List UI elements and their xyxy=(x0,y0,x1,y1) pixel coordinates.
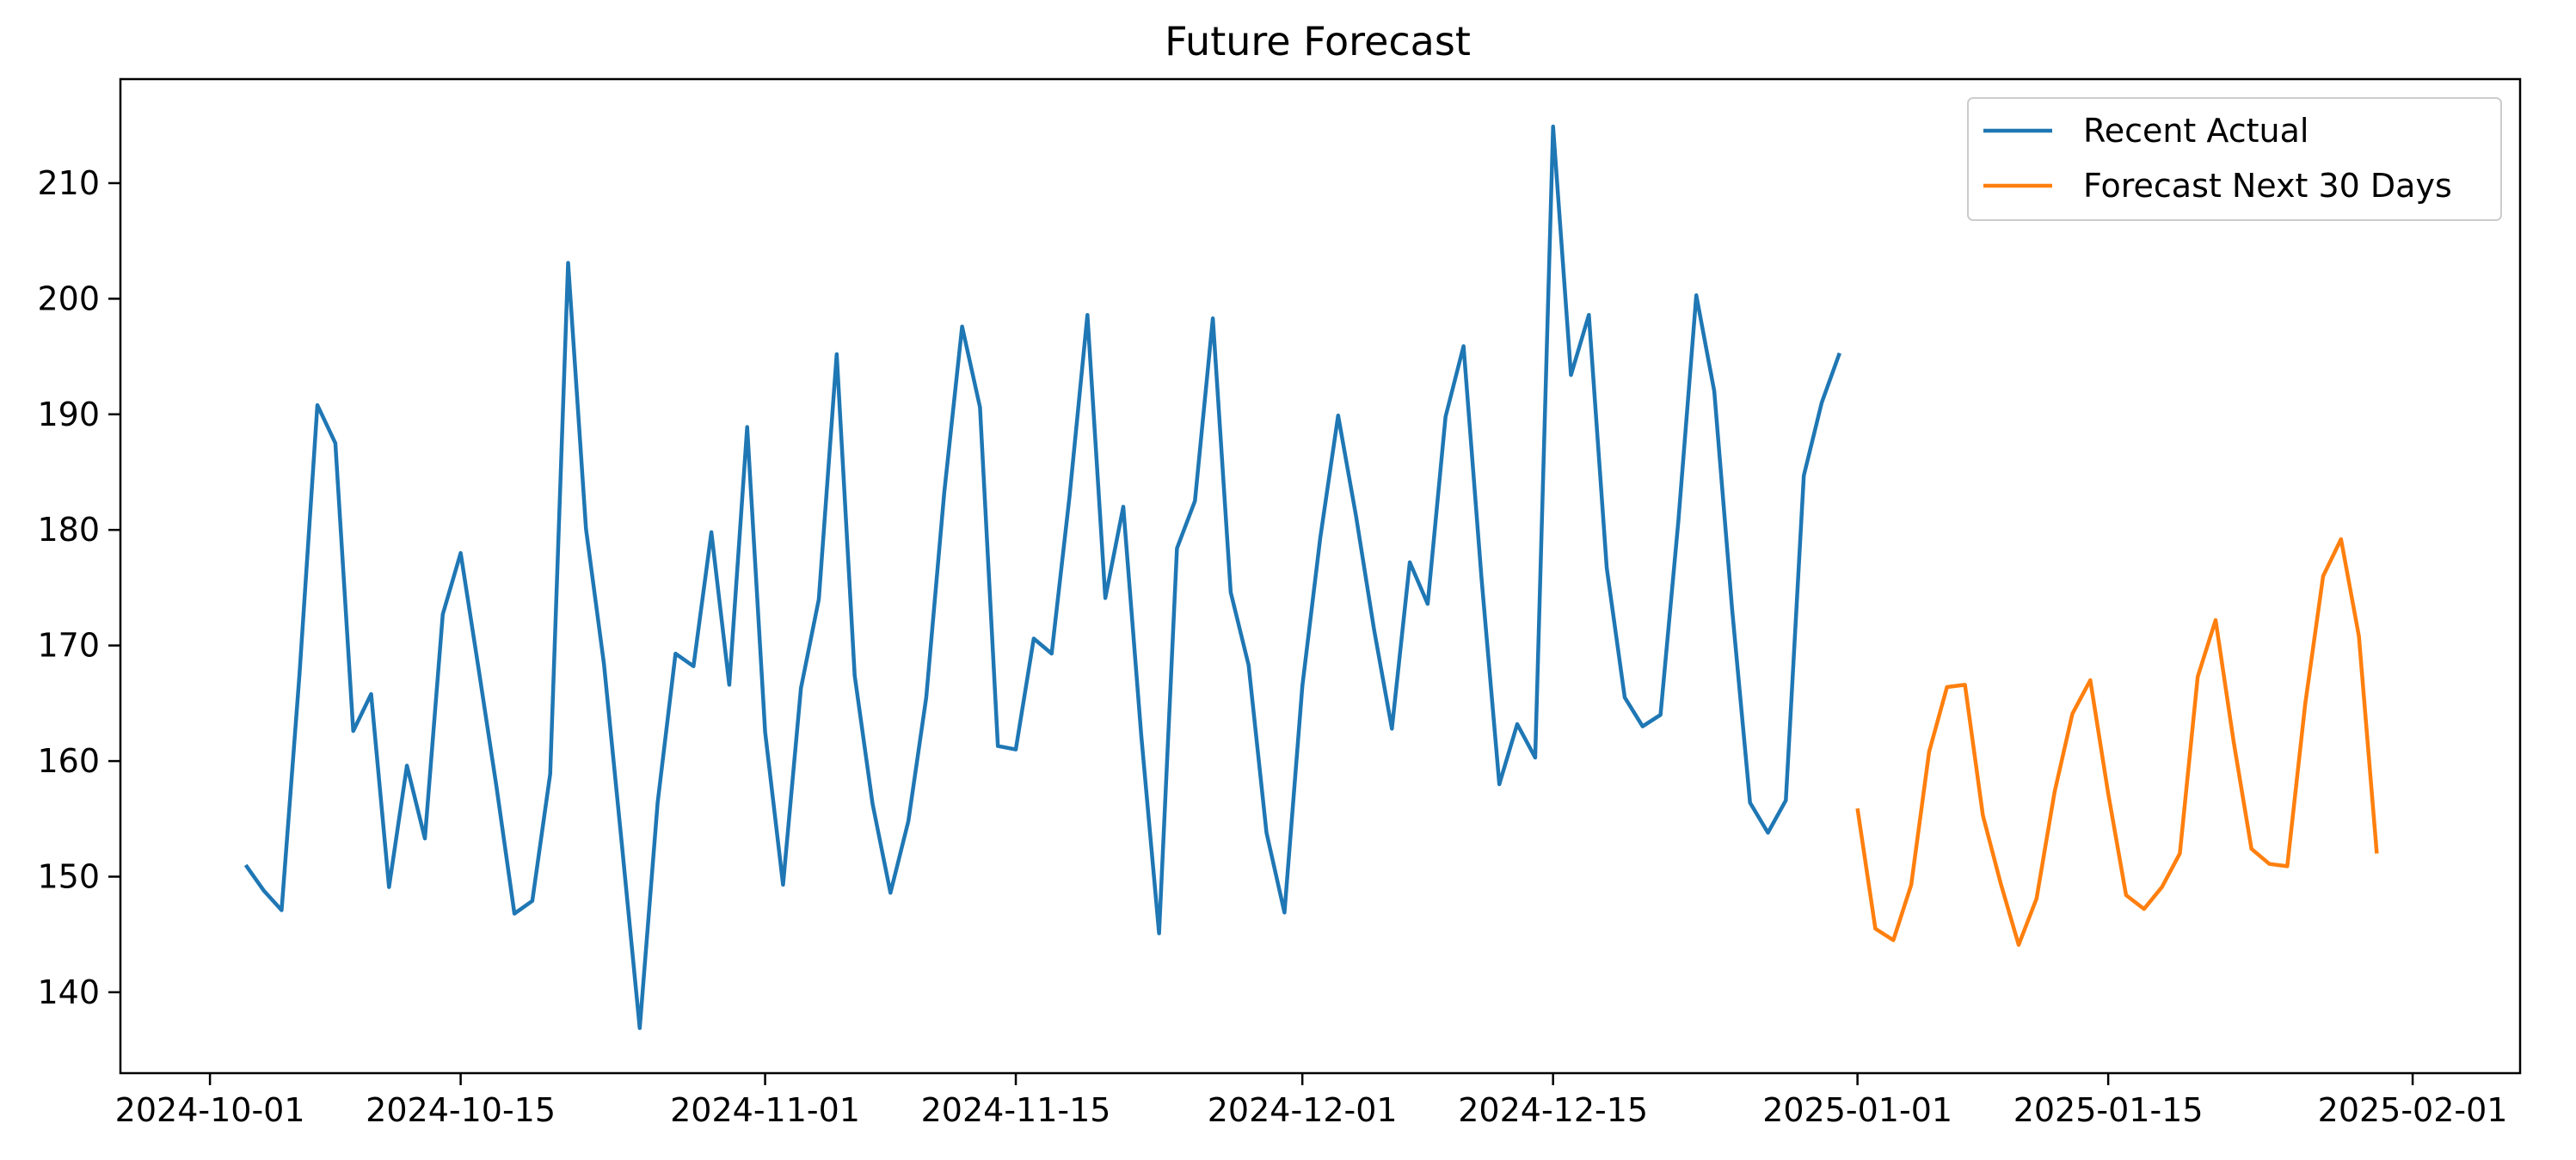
y-tick-label: 150 xyxy=(37,857,100,895)
y-axis: 140 150 160 170 180 190 200 210 xyxy=(37,164,120,1011)
x-tick-label: 2024-12-01 xyxy=(1208,1091,1398,1129)
x-tick-label: 2024-11-15 xyxy=(921,1091,1111,1129)
plot-frame xyxy=(119,77,2522,1075)
x-tick-label: 2025-01-15 xyxy=(2013,1091,2204,1129)
y-tick-label: 180 xyxy=(37,511,100,549)
y-tick-label: 140 xyxy=(37,973,100,1011)
x-tick-label: 2024-12-15 xyxy=(1458,1091,1648,1129)
series-line-recent-actual xyxy=(243,124,1841,1030)
x-axis: 2024-10-01 2024-10-15 2024-11-01 2024-11-15… xyxy=(115,1073,2508,1129)
x-tick-label: 2024-11-01 xyxy=(670,1091,860,1129)
y-tick-label: 200 xyxy=(37,279,100,317)
x-tick-label: 2024-10-01 xyxy=(115,1091,305,1129)
y-tick-label: 210 xyxy=(37,164,100,202)
legend-box xyxy=(1967,97,2502,221)
legend: Recent Actual Forecast Next 30 Days xyxy=(1967,97,2502,221)
y-tick-label: 190 xyxy=(37,396,100,433)
x-tick-label: 2025-01-01 xyxy=(1762,1091,1952,1129)
chart-title: Future Forecast xyxy=(1165,18,1471,64)
x-tick-label: 2025-02-01 xyxy=(2318,1091,2508,1129)
y-tick-label: 160 xyxy=(37,742,100,780)
plot-area xyxy=(243,124,2379,1030)
series-line-forecast xyxy=(1855,537,2379,948)
x-tick-label: 2024-10-15 xyxy=(366,1091,556,1129)
legend-label: Forecast Next 30 Days xyxy=(2083,167,2452,205)
legend-label: Recent Actual xyxy=(2083,112,2309,150)
y-tick-label: 170 xyxy=(37,627,100,665)
